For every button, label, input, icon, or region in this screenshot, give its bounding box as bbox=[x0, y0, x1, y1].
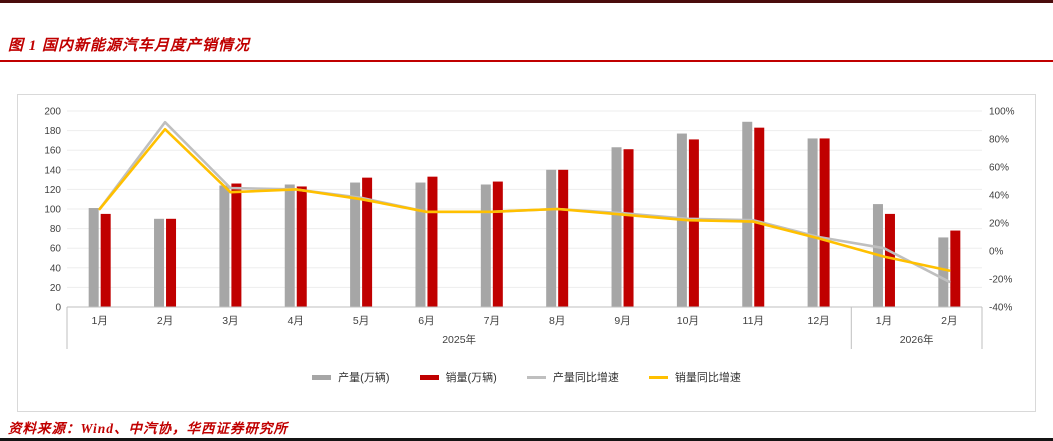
data-source: 资料来源：Wind、中汽协，华西证券研究所 bbox=[8, 421, 289, 436]
production-bar bbox=[284, 184, 295, 307]
production-bar bbox=[807, 138, 818, 307]
bottom-accent-bar bbox=[0, 438, 1053, 441]
month-label: 1月 bbox=[876, 315, 892, 327]
right-axis-tick: 80% bbox=[989, 135, 1009, 146]
legend-item-production-yoy: 产量同比增速 bbox=[526, 369, 619, 385]
right-axis-tick: -40% bbox=[989, 303, 1012, 314]
production-yoy-line-swatch-icon bbox=[526, 375, 546, 379]
sales-bar bbox=[100, 213, 111, 307]
right-axis-tick: 0% bbox=[989, 247, 1004, 258]
production-bar bbox=[219, 185, 230, 307]
legend-label-sales-yoy: 销量同比增速 bbox=[674, 372, 741, 384]
month-label: 2月 bbox=[157, 315, 173, 327]
sales-bar bbox=[819, 138, 830, 307]
legend-item-sales-yoy: 销量同比增速 bbox=[648, 369, 741, 385]
production-bar bbox=[480, 184, 491, 307]
production-bar bbox=[742, 121, 753, 307]
right-axis-tick: -20% bbox=[989, 275, 1012, 286]
production-bar bbox=[938, 237, 949, 307]
sales-yoy-line bbox=[98, 127, 951, 272]
sales-bar bbox=[623, 149, 634, 307]
month-label: 3月 bbox=[222, 315, 238, 327]
sales-bar bbox=[754, 127, 765, 307]
chart-canvas: 0 20 40 60 80 100 120 140 160 180 200 -40% -20% 0% 20%… bbox=[44, 107, 1015, 349]
chart-container: 0 20 40 60 80 100 120 140 160 180 200 -40% -20% 0% 20%… bbox=[17, 94, 1036, 412]
sales-bar bbox=[296, 186, 307, 307]
left-axis-tick: 140 bbox=[44, 165, 61, 176]
sales-bar bbox=[950, 230, 961, 307]
right-axis-tick: 20% bbox=[989, 219, 1009, 230]
production-bar-swatch-icon bbox=[312, 374, 332, 380]
sales-bar bbox=[688, 139, 699, 307]
month-label: 1月 bbox=[92, 315, 108, 327]
month-label: 2月 bbox=[941, 315, 957, 327]
sales-bar bbox=[558, 169, 569, 307]
title-divider bbox=[0, 60, 1053, 62]
legend-item-sales: 销量(万辆) bbox=[419, 369, 497, 385]
sales-yoy-line-swatch-icon bbox=[648, 375, 668, 379]
left-axis-tick: 160 bbox=[44, 146, 61, 157]
left-axis-tick: 20 bbox=[50, 283, 62, 294]
production-bar bbox=[546, 169, 557, 307]
month-label: 11月 bbox=[743, 315, 764, 327]
sales-bar-swatch-icon bbox=[419, 374, 439, 380]
production-bar bbox=[611, 147, 622, 307]
sales-bar bbox=[166, 218, 177, 307]
production-bar bbox=[154, 218, 165, 307]
month-label: 12月 bbox=[808, 315, 830, 327]
month-label: 10月 bbox=[677, 315, 699, 327]
year-label: 2025年 bbox=[442, 333, 476, 346]
month-label: 4月 bbox=[288, 315, 304, 327]
right-axis-tick: 60% bbox=[989, 163, 1009, 174]
year-label: 2026年 bbox=[900, 333, 934, 346]
chart-legend: 产量(万辆) 销量(万辆) 产量同比增速 销量同比增速 bbox=[18, 369, 1035, 385]
sales-bar bbox=[362, 177, 373, 307]
production-bar bbox=[88, 208, 99, 307]
left-axis-tick: 180 bbox=[44, 126, 61, 137]
month-label: 6月 bbox=[418, 315, 434, 327]
top-accent-bar bbox=[0, 0, 1053, 3]
left-axis-tick: 200 bbox=[44, 107, 61, 118]
figure-title: 图 1 国内新能源汽车月度产销情况 bbox=[8, 38, 251, 54]
sales-bar bbox=[492, 181, 503, 307]
month-label: 7月 bbox=[484, 315, 500, 327]
left-axis-tick: 40 bbox=[50, 263, 62, 274]
legend-item-production: 产量(万辆) bbox=[312, 369, 390, 385]
left-axis-tick: 0 bbox=[55, 303, 61, 314]
left-axis-tick: 100 bbox=[44, 205, 61, 216]
month-label: 8月 bbox=[549, 315, 565, 327]
sales-bar bbox=[427, 176, 438, 307]
left-axis-tick: 120 bbox=[44, 185, 61, 196]
production-bar bbox=[415, 182, 426, 307]
sales-bar bbox=[884, 213, 895, 307]
production-bar bbox=[350, 182, 361, 307]
sales-bar bbox=[231, 183, 242, 307]
right-axis-tick: 40% bbox=[989, 191, 1009, 202]
legend-label-production-yoy: 产量同比增速 bbox=[552, 372, 619, 384]
left-axis-tick: 60 bbox=[50, 244, 62, 255]
month-label: 9月 bbox=[614, 315, 630, 327]
month-label: 5月 bbox=[353, 315, 369, 327]
legend-label-sales: 销量(万辆) bbox=[445, 372, 497, 384]
legend-label-production: 产量(万辆) bbox=[338, 372, 390, 384]
right-axis-tick: 100% bbox=[989, 107, 1015, 118]
left-axis-tick: 80 bbox=[50, 224, 62, 235]
